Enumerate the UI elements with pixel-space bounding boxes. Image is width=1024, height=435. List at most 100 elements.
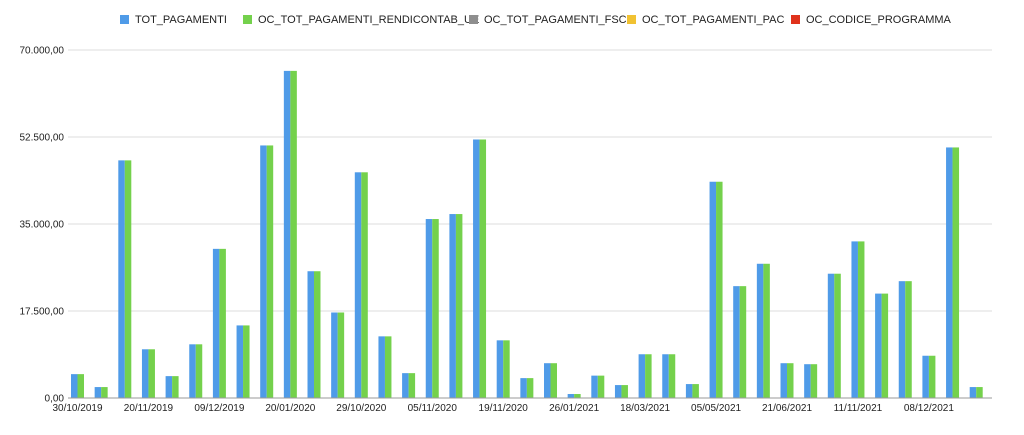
bar-rendicontab-ue[interactable] — [692, 384, 699, 398]
bar-tot-pagamenti[interactable] — [922, 355, 929, 398]
bar-rendicontab-ue[interactable] — [101, 387, 108, 398]
bar-tot-pagamenti[interactable] — [473, 139, 480, 398]
bar-tot-pagamenti[interactable] — [733, 286, 740, 398]
bar-tot-pagamenti[interactable] — [165, 376, 173, 398]
bar-tot-pagamenti[interactable] — [685, 384, 693, 398]
bar-tot-pagamenti[interactable] — [591, 375, 598, 398]
bar-rendicontab-ue[interactable] — [834, 273, 841, 398]
bar-group[interactable] — [520, 378, 534, 398]
bar-tot-pagamenti[interactable] — [709, 181, 717, 398]
bar-group[interactable] — [165, 376, 179, 398]
bar-rendicontab-ue[interactable] — [408, 373, 416, 398]
bar-rendicontab-ue[interactable] — [928, 355, 936, 398]
bar-rendicontab-ue[interactable] — [337, 312, 345, 398]
bar-tot-pagamenti[interactable] — [780, 363, 788, 398]
bar-group[interactable] — [567, 394, 581, 398]
bar-tot-pagamenti[interactable] — [71, 374, 78, 398]
bar-group[interactable] — [212, 248, 226, 398]
bar-tot-pagamenti[interactable] — [307, 271, 315, 398]
bar-group[interactable] — [141, 349, 155, 398]
bar-rendicontab-ue[interactable] — [716, 181, 723, 398]
bar-group[interactable] — [496, 340, 510, 398]
bar-rendicontab-ue[interactable] — [905, 281, 912, 398]
bar-group[interactable] — [709, 181, 723, 398]
bar-group[interactable] — [331, 312, 345, 398]
bar-rendicontab-ue[interactable] — [243, 325, 250, 398]
bar-tot-pagamenti[interactable] — [567, 394, 575, 398]
bar-rendicontab-ue[interactable] — [77, 374, 85, 398]
bar-group[interactable] — [449, 214, 463, 398]
bar-tot-pagamenti[interactable] — [638, 354, 646, 398]
bar-group[interactable] — [378, 336, 392, 398]
bar-rendicontab-ue[interactable] — [479, 139, 487, 398]
bar-rendicontab-ue[interactable] — [645, 354, 652, 398]
bar-group[interactable] — [260, 145, 274, 398]
bar-tot-pagamenti[interactable] — [662, 354, 669, 398]
bar-group[interactable] — [804, 364, 818, 398]
bar-tot-pagamenti[interactable] — [354, 172, 362, 398]
bar-group[interactable] — [283, 70, 297, 398]
bar-tot-pagamenti[interactable] — [520, 378, 527, 398]
bar-rendicontab-ue[interactable] — [976, 387, 983, 398]
bar-group[interactable] — [662, 354, 676, 398]
bar-rendicontab-ue[interactable] — [881, 293, 889, 398]
bar-group[interactable] — [827, 273, 841, 398]
bar-tot-pagamenti[interactable] — [898, 281, 906, 398]
bar-group[interactable] — [473, 139, 487, 398]
bar-group[interactable] — [756, 263, 770, 398]
bar-tot-pagamenti[interactable] — [212, 248, 220, 398]
bar-tot-pagamenti[interactable] — [260, 145, 267, 398]
bar-group[interactable] — [544, 363, 557, 398]
bar-rendicontab-ue[interactable] — [668, 354, 676, 398]
bar-tot-pagamenti[interactable] — [946, 147, 953, 398]
bar-group[interactable] — [614, 385, 628, 398]
legend-item[interactable]: OC_TOT_PAGAMENTI_FSC — [469, 14, 627, 26]
legend-item[interactable]: OC_CODICE_PROGRAMMA — [791, 14, 952, 26]
bar-group[interactable] — [875, 293, 889, 398]
bar-rendicontab-ue[interactable] — [172, 376, 179, 398]
bar-rendicontab-ue[interactable] — [148, 349, 155, 398]
bar-group[interactable] — [118, 160, 132, 398]
bar-group[interactable] — [591, 375, 605, 398]
bar-rendicontab-ue[interactable] — [219, 248, 226, 398]
bar-tot-pagamenti[interactable] — [544, 363, 551, 398]
bar-group[interactable] — [189, 344, 203, 398]
bar-rendicontab-ue[interactable] — [621, 385, 628, 398]
bar-tot-pagamenti[interactable] — [378, 336, 385, 398]
bar-rendicontab-ue[interactable] — [763, 263, 770, 398]
bar-group[interactable] — [898, 281, 912, 398]
bar-tot-pagamenti[interactable] — [425, 219, 433, 398]
bar-tot-pagamenti[interactable] — [283, 70, 291, 398]
bar-tot-pagamenti[interactable] — [402, 373, 409, 398]
bar-group[interactable] — [71, 374, 84, 398]
bar-group[interactable] — [425, 219, 439, 398]
bar-tot-pagamenti[interactable] — [969, 387, 977, 398]
bar-rendicontab-ue[interactable] — [361, 172, 368, 398]
bar-group[interactable] — [946, 147, 960, 398]
bar-group[interactable] — [733, 286, 747, 398]
bar-group[interactable] — [969, 387, 983, 398]
bar-rendicontab-ue[interactable] — [314, 271, 321, 398]
bar-group[interactable] — [402, 373, 416, 398]
bar-group[interactable] — [638, 354, 652, 398]
bar-group[interactable] — [851, 241, 865, 398]
bar-rendicontab-ue[interactable] — [384, 336, 392, 398]
bar-tot-pagamenti[interactable] — [496, 340, 504, 398]
bar-group[interactable] — [94, 387, 108, 398]
bar-rendicontab-ue[interactable] — [503, 340, 510, 398]
bar-rendicontab-ue[interactable] — [432, 219, 439, 398]
bar-group[interactable] — [922, 355, 936, 398]
bar-rendicontab-ue[interactable] — [455, 214, 463, 398]
bar-group[interactable] — [685, 384, 699, 398]
legend-item[interactable]: TOT_PAGAMENTI — [120, 14, 227, 26]
bar-rendicontab-ue[interactable] — [124, 160, 132, 398]
bar-rendicontab-ue[interactable] — [739, 286, 747, 398]
bar-tot-pagamenti[interactable] — [94, 387, 102, 398]
bar-tot-pagamenti[interactable] — [141, 349, 149, 398]
bar-tot-pagamenti[interactable] — [614, 385, 622, 398]
legend-item[interactable]: OC_TOT_PAGAMENTI_PAC — [627, 14, 784, 26]
bar-tot-pagamenti[interactable] — [118, 160, 125, 398]
bar-rendicontab-ue[interactable] — [810, 364, 818, 398]
bar-rendicontab-ue[interactable] — [290, 70, 297, 398]
bar-group[interactable] — [236, 325, 250, 398]
